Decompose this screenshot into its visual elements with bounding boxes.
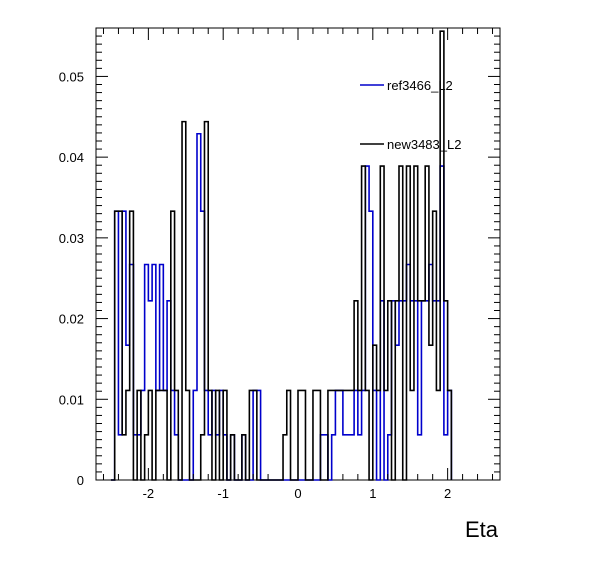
x-tick-label: -2 bbox=[143, 486, 155, 501]
y-tick-label: 0 bbox=[77, 473, 84, 488]
x-tick-label: 1 bbox=[369, 486, 376, 501]
legend: ref3466_L2 new3483_L2 bbox=[360, 78, 461, 152]
x-axis-title: Eta bbox=[465, 517, 499, 542]
series-line-1 bbox=[110, 30, 453, 481]
series-line-0 bbox=[110, 132, 453, 481]
legend-label-new3483: new3483_L2 bbox=[387, 137, 461, 152]
legend-label-ref3466: ref3466_L2 bbox=[387, 78, 453, 93]
y-tick-label: 0.04 bbox=[59, 150, 84, 165]
x-tick-label: 2 bbox=[444, 486, 451, 501]
y-tick-label: 0.02 bbox=[59, 312, 84, 327]
x-tick-label: -1 bbox=[217, 486, 229, 501]
y-tick-label: 0.05 bbox=[59, 69, 84, 84]
series-layer bbox=[110, 30, 453, 481]
y-axis: 0 0.01 0.02 0.03 0.04 0.05 bbox=[59, 35, 500, 488]
y-tick-label: 0.03 bbox=[59, 231, 84, 246]
y-tick-label: 0.01 bbox=[59, 392, 84, 407]
x-tick-label: 0 bbox=[294, 486, 301, 501]
x-axis: -2 -1 0 1 2 bbox=[102, 28, 494, 501]
